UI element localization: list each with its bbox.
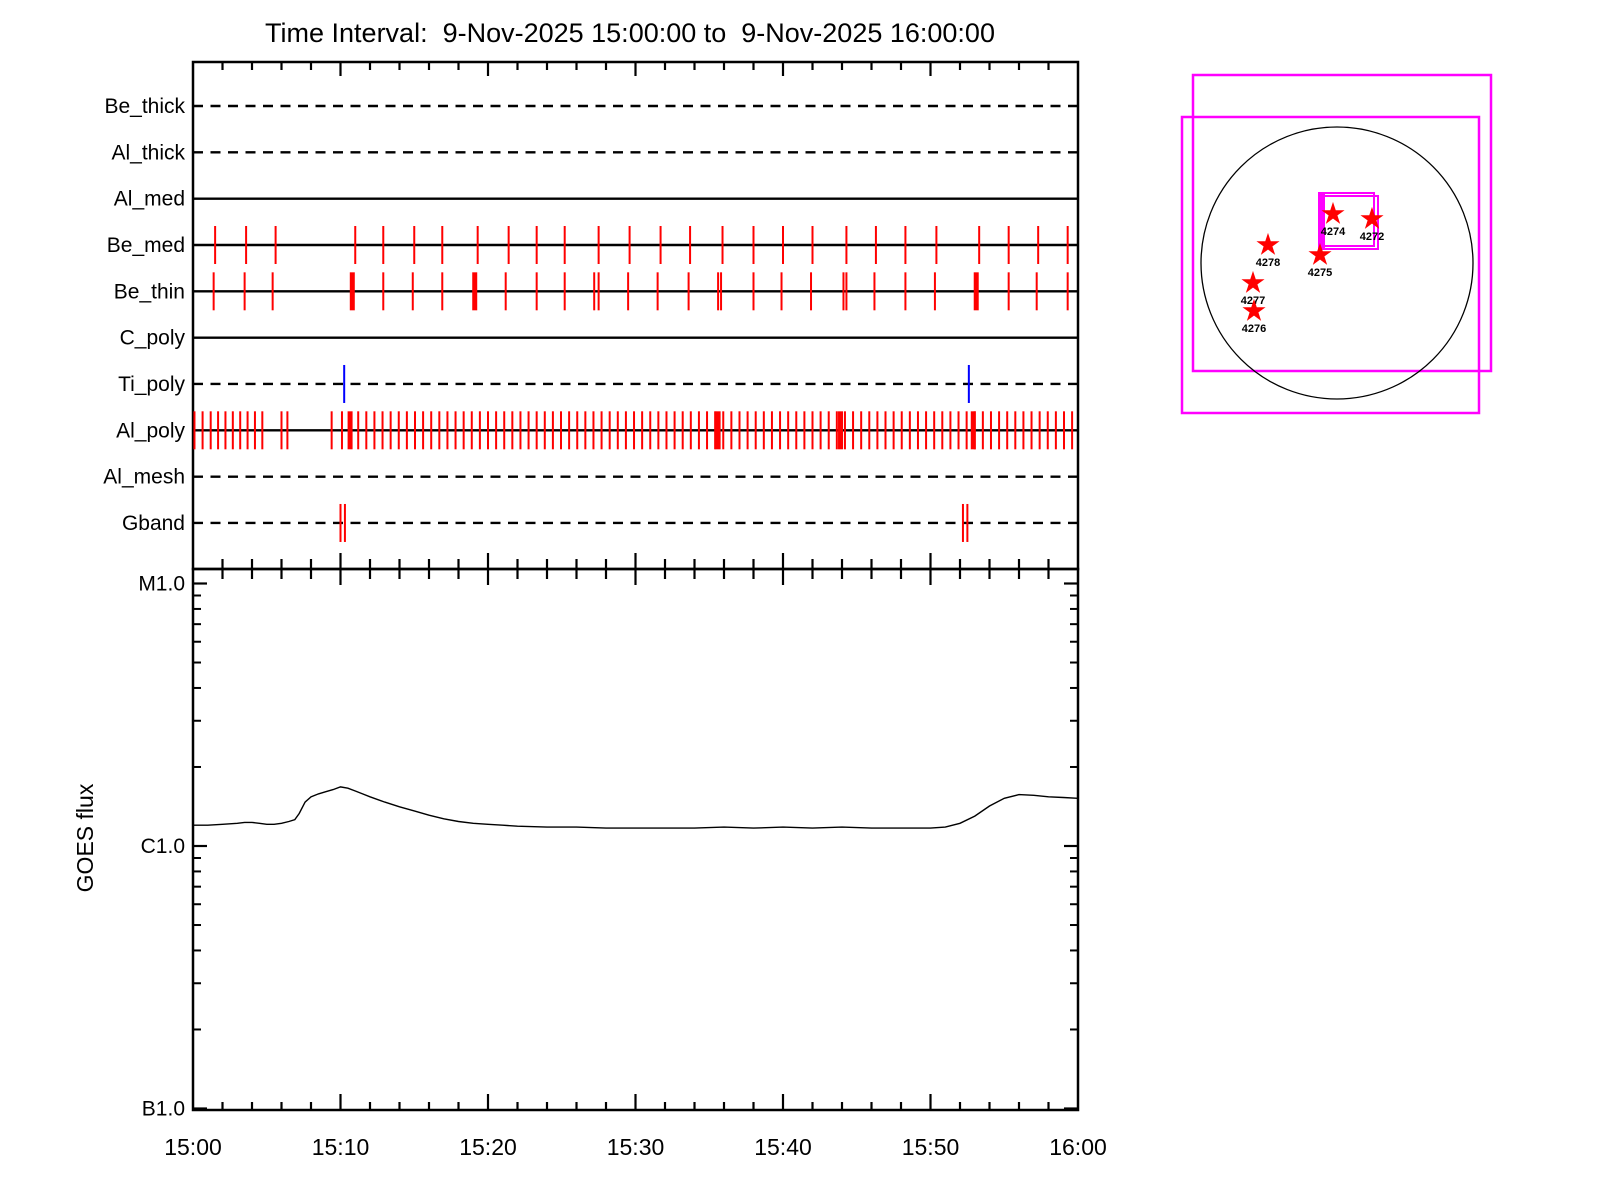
goes-panel-border bbox=[191, 567, 1080, 1112]
row-label-Ti_poly: Ti_poly bbox=[118, 373, 185, 396]
filter-row-Al_poly bbox=[193, 411, 1078, 450]
row-label-Be_thick: Be_thick bbox=[104, 95, 185, 118]
xtick-label-16:00: 16:00 bbox=[1049, 1134, 1107, 1160]
solar-disk-panel: 4274 4272 4278 4275 4277 4276 bbox=[1180, 73, 1493, 415]
xtick-label-15:30: 15:30 bbox=[607, 1134, 665, 1160]
filter-panel-border bbox=[191, 60, 1080, 571]
active-region-label-4274: 4274 bbox=[1321, 226, 1346, 238]
active-region-label-4277: 4277 bbox=[1241, 295, 1265, 307]
filter-row-Gband bbox=[193, 503, 1078, 542]
active-region-star-4275 bbox=[1308, 242, 1332, 265]
goes-flux-curve bbox=[193, 786, 1079, 829]
row-label-Al_med: Al_med bbox=[114, 188, 185, 211]
active-region-star-4277 bbox=[1241, 270, 1265, 293]
active-region-label-4272: 4272 bbox=[1360, 231, 1384, 243]
xtick-label-15:40: 15:40 bbox=[754, 1134, 812, 1160]
goes-flux-axis-label: GOES flux bbox=[72, 783, 98, 892]
xtick-label-15:00: 15:00 bbox=[164, 1134, 222, 1160]
row-label-Be_med: Be_med bbox=[107, 234, 185, 257]
filter-row-Ti_poly bbox=[193, 364, 1078, 403]
fov-box-2 bbox=[1180, 115, 1481, 415]
xtick-label-15:20: 15:20 bbox=[459, 1134, 517, 1160]
filter-row-Be_med bbox=[193, 225, 1078, 264]
page-title: Time Interval: 9-Nov-2025 15:00:00 to 9-… bbox=[265, 18, 995, 48]
active-region-star-4278 bbox=[1256, 232, 1280, 255]
row-label-Gband: Gband bbox=[122, 512, 185, 535]
active-region-star-4272 bbox=[1360, 206, 1384, 229]
row-label-C_poly: C_poly bbox=[120, 327, 186, 350]
ytick-label-C1.0: C1.0 bbox=[141, 835, 185, 858]
solar-limb-circle bbox=[1200, 126, 1474, 400]
ytick-label-B1.0: B1.0 bbox=[142, 1098, 185, 1121]
target-fov-box-left-bar bbox=[1318, 193, 1325, 249]
row-label-Al_mesh: Al_mesh bbox=[103, 466, 185, 489]
active-region-star-4276 bbox=[1242, 298, 1266, 321]
filter-timeline-panel: Be_thick Al_thick Al_med Be_med Be_thin C_pol… bbox=[103, 60, 1080, 585]
xtick-label-15:10: 15:10 bbox=[312, 1134, 370, 1160]
fov-box-1 bbox=[1191, 73, 1493, 373]
active-region-label-4276: 4276 bbox=[1242, 323, 1266, 335]
active-region-label-4275: 4275 bbox=[1308, 267, 1332, 279]
filter-row-Be_thin bbox=[193, 272, 1078, 311]
active-region-label-4278: 4278 bbox=[1256, 257, 1280, 269]
row-label-Al_thick: Al_thick bbox=[111, 141, 185, 164]
row-label-Be_thin: Be_thin bbox=[114, 280, 185, 303]
ytick-label-M1.0: M1.0 bbox=[138, 573, 185, 596]
xtick-label-15:50: 15:50 bbox=[902, 1134, 960, 1160]
active-region-star-4274 bbox=[1321, 201, 1345, 224]
row-label-Al_poly: Al_poly bbox=[116, 419, 185, 442]
goes-flux-panel: 15:00 15:10 15:20 15:30 15:40 15:50 16:00 M1.0 C… bbox=[72, 567, 1107, 1160]
